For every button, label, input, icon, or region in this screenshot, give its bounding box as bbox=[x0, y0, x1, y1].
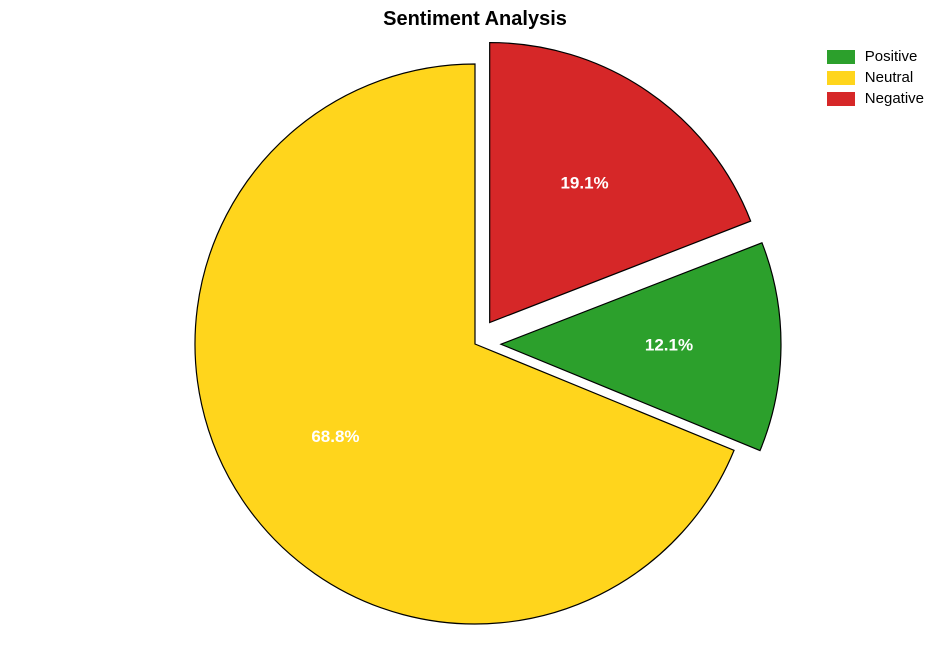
legend-swatch bbox=[827, 50, 855, 64]
legend-swatch bbox=[827, 92, 855, 106]
pie-slice-label: 12.1% bbox=[645, 335, 693, 354]
legend-label: Neutral bbox=[865, 69, 913, 86]
legend-swatch bbox=[827, 71, 855, 85]
legend-item: Negative bbox=[827, 90, 924, 107]
legend-label: Positive bbox=[865, 48, 918, 65]
legend: Positive Neutral Negative bbox=[827, 48, 924, 111]
legend-item: Positive bbox=[827, 48, 924, 65]
pie-slice-label: 68.8% bbox=[311, 427, 359, 446]
pie-chart-container: Sentiment Analysis 19.1% 12.1% 68.8% Posit… bbox=[0, 0, 950, 662]
chart-title: Sentiment Analysis bbox=[0, 8, 950, 31]
pie-chart-svg: 19.1% 12.1% 68.8% bbox=[0, 0, 950, 662]
pie-slice-label: 19.1% bbox=[560, 173, 608, 192]
legend-item: Neutral bbox=[827, 69, 924, 86]
legend-label: Negative bbox=[865, 90, 924, 107]
